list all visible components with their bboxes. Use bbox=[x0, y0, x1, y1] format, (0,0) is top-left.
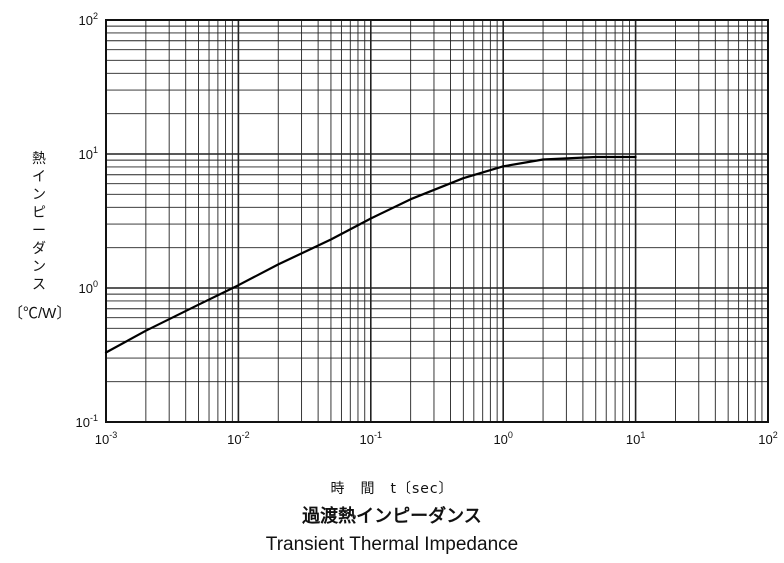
x-tick-labels: 10-3 10-2 10-1 100 101 102 bbox=[95, 430, 778, 447]
plot-frame bbox=[105, 19, 769, 423]
x-tick-label: 10-3 bbox=[95, 430, 117, 447]
chart-subtitle: Transient Thermal Impedance bbox=[265, 534, 519, 555]
chart-title: 過渡熱インピーダンス bbox=[302, 506, 482, 527]
grid bbox=[105, 20, 768, 423]
x-tick-label: 102 bbox=[758, 430, 777, 447]
y-axis-unit: 〔℃/W〕 bbox=[8, 305, 72, 322]
x-tick-label: 10-2 bbox=[227, 430, 249, 447]
y-tick-label: 10-1 bbox=[76, 413, 98, 430]
y-tick-label: 101 bbox=[79, 145, 98, 162]
x-tick-label: 10-1 bbox=[360, 430, 382, 447]
plot-area bbox=[106, 20, 768, 422]
y-tick-label: 102 bbox=[79, 11, 98, 28]
series-line bbox=[104, 155, 637, 354]
x-axis-label: 時 間 t〔sec〕 bbox=[330, 481, 454, 497]
y-axis-label: 熱インピーダンス bbox=[32, 151, 46, 293]
x-tick-label: 101 bbox=[626, 430, 645, 447]
y-tick-labels: 10-1 100 101 102 bbox=[76, 11, 98, 430]
series-group bbox=[104, 155, 637, 354]
x-tick-label: 100 bbox=[493, 430, 512, 447]
y-tick-label: 100 bbox=[79, 279, 98, 296]
